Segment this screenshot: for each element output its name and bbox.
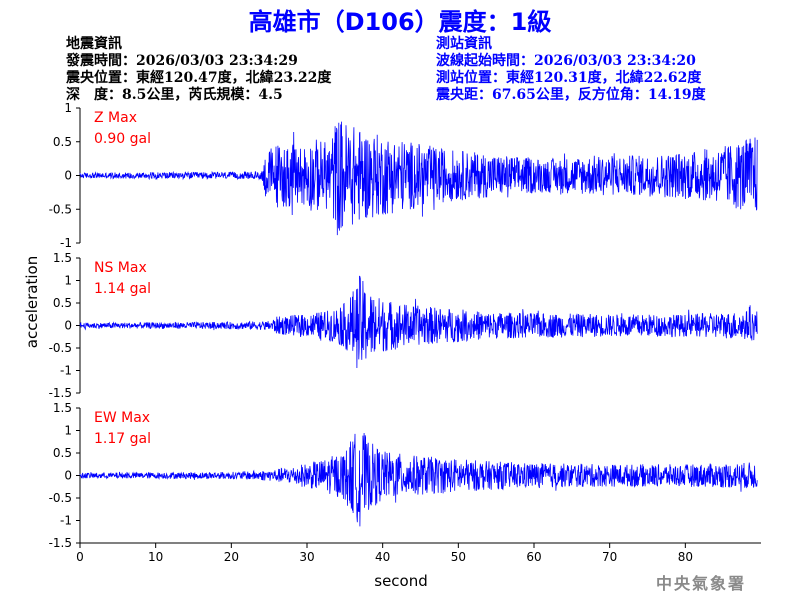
station-info-heading: 測站資訊 [436,36,492,52]
trace-ew [79,432,758,527]
x-tick-label: 40 [375,550,390,564]
y-tick-label-ew: 0.5 [53,446,72,460]
max-value-ns: 1.14 gal [94,281,151,297]
station-position: 測站位置：東經120.31度，北緯22.62度 [436,70,702,86]
y-tick-label-ew: 1.5 [53,401,72,415]
max-label-ns: NS Max [94,260,147,276]
x-tick-label: 30 [299,550,314,564]
epicentral-distance: 震央距：67.65公里，反方位角：14.19度 [436,87,706,103]
quake-epicenter: 震央位置：東經120.47度，北緯23.22度 [66,70,332,86]
y-tick-label-z: 0 [64,169,72,183]
x-tick-label: 50 [451,550,466,564]
trace-ns [79,275,758,369]
y-tick-label-z: -1 [60,236,72,250]
quake-time: 發震時間：2026/03/03 23:34:29 [66,53,298,69]
y-tick-label-z: 1 [64,101,72,115]
station-info: 測站資訊 波線起始時間：2026/03/03 23:34:20 測站位置：東經120… [436,36,706,104]
x-tick-label: 60 [526,550,541,564]
x-tick-label: 80 [678,550,693,564]
y-tick-label-ew: 1 [64,424,72,438]
max-label-z: Z Max [94,110,137,126]
x-axis-title: second [374,572,428,590]
y-axis-title: acceleration [23,256,41,348]
y-tick-label-ns: -0.5 [49,341,72,355]
y-tick-label-z: -0.5 [49,202,72,216]
quake-depth-magnitude: 深 度：8.5公里，芮氏規模：4.5 [66,87,283,103]
quake-info: 地震資訊 發震時間：2026/03/03 23:34:29 震央位置：東經120.4… [66,36,331,104]
y-tick-label-ns: -1.5 [49,386,72,400]
y-tick-label-z: 0.5 [53,135,72,149]
y-tick-label-ew: 0 [64,469,72,483]
agency-name: 中央氣象署 [655,574,746,593]
wave-start-time: 波線起始時間：2026/03/03 23:34:20 [436,53,696,69]
max-label-ew: EW Max [94,410,150,426]
y-tick-label-ns: 0 [64,319,72,333]
y-tick-label-ns: -1 [60,364,72,378]
y-tick-label-ew: -1.5 [49,536,72,550]
y-tick-label-ns: 1 [64,274,72,288]
y-tick-label-ns: 0.5 [53,296,72,310]
trace-z [79,121,758,236]
quake-info-heading: 地震資訊 [66,36,122,52]
chart-title: 高雄市（D106）震度：1級 [248,8,552,36]
max-value-ew: 1.17 gal [94,431,151,447]
y-tick-label-ns: 1.5 [53,251,72,265]
x-tick-label: 70 [602,550,617,564]
max-value-z: 0.90 gal [94,131,151,147]
x-tick-label: 10 [148,550,163,564]
y-tick-label-ew: -0.5 [49,491,72,505]
x-tick-label: 0 [76,550,84,564]
y-tick-label-ew: -1 [60,514,72,528]
x-tick-label: 20 [224,550,239,564]
